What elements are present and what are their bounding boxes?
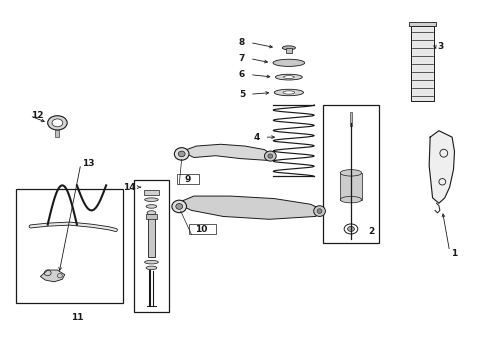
Ellipse shape (340, 170, 362, 176)
Ellipse shape (347, 226, 354, 231)
Ellipse shape (48, 116, 67, 130)
Bar (147, 217, 155, 257)
Ellipse shape (147, 211, 156, 215)
Ellipse shape (284, 76, 294, 78)
Text: 6: 6 (239, 70, 245, 79)
Ellipse shape (265, 151, 276, 161)
Ellipse shape (340, 197, 362, 203)
Polygon shape (429, 131, 455, 203)
Ellipse shape (146, 204, 157, 208)
Polygon shape (177, 196, 323, 219)
Ellipse shape (174, 148, 189, 160)
Ellipse shape (275, 74, 302, 80)
Bar (144, 190, 159, 195)
Text: 3: 3 (438, 41, 444, 50)
Text: 5: 5 (239, 90, 245, 99)
Ellipse shape (268, 154, 273, 158)
Bar (134, 180, 169, 312)
Ellipse shape (314, 206, 325, 216)
Bar (146, 214, 157, 219)
Bar (16, 189, 123, 303)
Ellipse shape (273, 59, 305, 66)
Bar (286, 48, 292, 53)
Bar (411, 26, 434, 102)
Text: 2: 2 (368, 227, 375, 236)
Text: 11: 11 (71, 313, 83, 322)
Bar (409, 22, 436, 26)
Ellipse shape (282, 46, 295, 50)
Ellipse shape (176, 203, 183, 209)
Text: 7: 7 (239, 54, 245, 63)
Text: 4: 4 (253, 132, 260, 141)
Ellipse shape (145, 198, 158, 202)
Ellipse shape (145, 260, 158, 264)
Text: 14: 14 (123, 183, 135, 192)
Ellipse shape (274, 89, 303, 96)
Text: 9: 9 (185, 175, 191, 184)
Polygon shape (40, 270, 65, 282)
Bar (349, 112, 352, 126)
Ellipse shape (172, 200, 187, 213)
Text: 8: 8 (239, 38, 245, 47)
Bar (55, 130, 59, 137)
Ellipse shape (146, 266, 157, 270)
Bar (340, 173, 362, 200)
Text: 12: 12 (30, 111, 43, 120)
Bar (323, 105, 379, 243)
Ellipse shape (52, 119, 63, 127)
Bar (177, 174, 199, 184)
Text: 10: 10 (195, 225, 207, 234)
Polygon shape (182, 144, 272, 160)
Bar (189, 224, 216, 234)
Ellipse shape (178, 151, 185, 157)
Text: 13: 13 (82, 159, 94, 168)
Ellipse shape (317, 209, 322, 213)
Text: 1: 1 (451, 249, 458, 258)
Ellipse shape (283, 91, 294, 94)
